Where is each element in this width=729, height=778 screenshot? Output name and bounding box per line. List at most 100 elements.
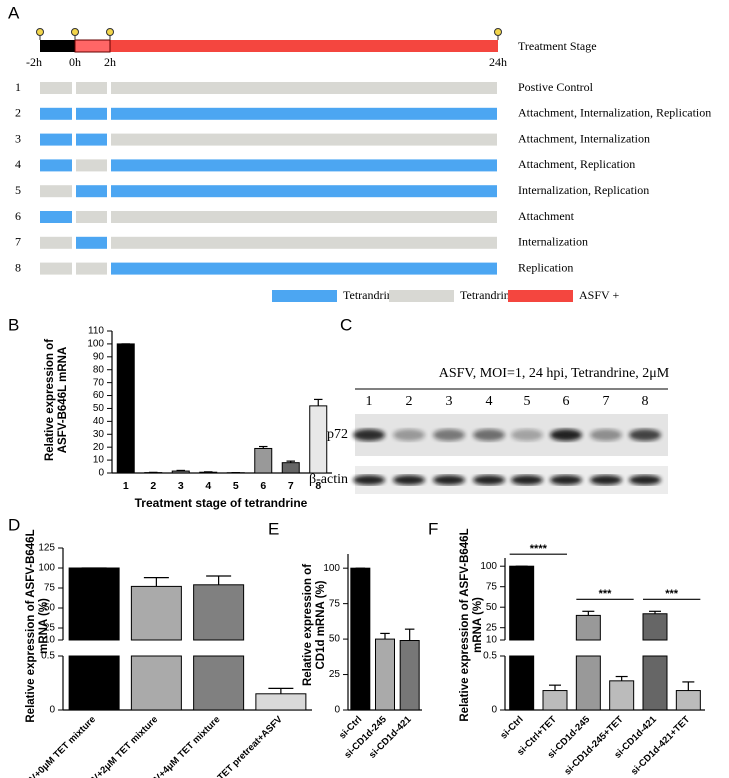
stage-segment — [76, 133, 107, 146]
bar — [675, 690, 701, 711]
row-number: 1 — [15, 80, 21, 94]
legend-label: ASFV + — [579, 288, 619, 302]
bar — [575, 614, 601, 641]
time-label: 2h — [104, 55, 116, 69]
blot-band — [550, 475, 582, 485]
error-bar — [176, 469, 185, 472]
infection-bar — [75, 40, 498, 52]
pretreat-bar — [40, 40, 75, 52]
blot-band — [473, 429, 505, 441]
time-marker — [494, 28, 502, 36]
blot-band — [511, 429, 543, 441]
panel-letter: E — [268, 519, 279, 538]
y-tick-label: 0 — [334, 705, 340, 716]
blot-band — [393, 475, 425, 485]
y-tick-label: 30 — [93, 429, 105, 440]
row-number: 3 — [15, 131, 21, 145]
x-tick-label: TET pretreat+ASFV — [216, 714, 286, 778]
y-tick-label: 0 — [49, 705, 55, 716]
y-tick-label: 75 — [329, 598, 341, 609]
stage-segment — [111, 133, 497, 146]
y-tick-label: 90 — [93, 351, 105, 362]
y-tick-label: 50 — [486, 602, 498, 613]
y-tick-label: 50 — [93, 403, 105, 414]
error-bar — [380, 632, 390, 640]
y-tick-label: 0 — [491, 705, 497, 716]
stage-segment — [40, 159, 72, 172]
bar — [193, 584, 245, 641]
stage-segment — [40, 262, 72, 275]
row-label: Replication — [518, 260, 573, 274]
row-number: 6 — [15, 209, 21, 223]
error-bar — [206, 575, 232, 585]
stage-segment — [76, 107, 107, 120]
bar — [399, 640, 420, 711]
y-axis-label: Relative expression of ASFV-B646L mRNA (… — [459, 528, 484, 722]
blot-band — [433, 475, 465, 485]
bar — [309, 405, 328, 474]
stage-segment — [76, 82, 107, 94]
bar — [68, 567, 120, 641]
bar — [642, 655, 668, 711]
x-tick-label: 6 — [260, 480, 266, 492]
error-bar — [682, 681, 695, 691]
x-tick-label: 7 — [288, 480, 294, 492]
significance-label: *** — [665, 588, 679, 600]
stage-segment — [40, 82, 72, 94]
blot-band — [550, 429, 582, 441]
lane-label: 1 — [366, 394, 373, 409]
stage-segment — [111, 236, 497, 249]
blot-band — [511, 475, 543, 485]
y-tick-label: 100 — [323, 563, 340, 574]
blot-band — [353, 429, 385, 441]
blot-band — [590, 429, 622, 441]
significance-label: *** — [599, 588, 613, 600]
lane-label: 4 — [486, 394, 493, 409]
bar — [116, 343, 135, 474]
time-label: 0h — [69, 55, 81, 69]
x-tick-label: 4 — [205, 480, 211, 492]
bar — [130, 585, 182, 641]
blot-band — [353, 475, 385, 485]
error-bar — [404, 628, 415, 641]
time-label: 24h — [489, 55, 507, 69]
stage-segment — [111, 82, 497, 94]
blot-band — [629, 429, 661, 441]
bar — [193, 655, 245, 711]
panel-letter: B — [8, 315, 19, 334]
bar — [171, 470, 190, 474]
legend-label: Tetrandrine - — [460, 288, 522, 302]
x-tick-label: 5 — [233, 480, 239, 492]
stage-segment — [40, 236, 72, 249]
y-tick-label: 125 — [38, 543, 55, 554]
y-tick-label: 0.5 — [483, 651, 497, 662]
x-tick-label: 1 — [123, 480, 129, 492]
x-tick-label: 2 — [150, 480, 156, 492]
lane-label: 8 — [642, 394, 649, 409]
row-label: Attachment — [518, 209, 575, 223]
bar — [68, 655, 120, 711]
y-tick-label: 10 — [44, 635, 56, 646]
row-number: 7 — [15, 235, 21, 249]
row-label: Attachment, Replication — [518, 157, 635, 171]
timeline-label: Treatment Stage — [518, 39, 597, 53]
stage-segment — [76, 159, 107, 172]
blot-title: ASFV, MOI=1, 24 hpi, Tetrandrine, 2μM — [439, 366, 670, 381]
x-axis-label: Treatment stage of tetrandrine — [135, 496, 308, 510]
error-bar — [286, 460, 295, 463]
blot-band — [473, 475, 505, 485]
y-tick-label: 50 — [329, 634, 341, 645]
stage-segment — [76, 262, 107, 275]
band-label: β-actin — [309, 472, 348, 487]
row-number: 8 — [15, 260, 21, 274]
y-tick-label: 0 — [98, 468, 104, 479]
stage-segment — [111, 107, 497, 120]
panel-letter: C — [340, 315, 352, 334]
y-tick-label: 60 — [93, 390, 105, 401]
error-bar — [615, 675, 628, 681]
panel-letter: F — [428, 519, 438, 538]
bar — [350, 567, 371, 711]
legend-swatch — [389, 290, 454, 302]
error-bar — [649, 610, 661, 614]
